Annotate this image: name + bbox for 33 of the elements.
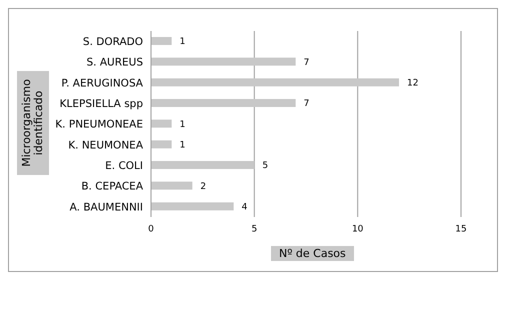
bar	[151, 202, 234, 210]
y-tick-label: A. BAUMENNII	[70, 201, 143, 214]
data-label: 5	[262, 161, 268, 172]
data-label: 2	[200, 182, 206, 192]
y-axis-title: Microorganismo identificado	[20, 79, 45, 167]
data-label: 1	[180, 120, 186, 130]
x-tick-label: 0	[148, 224, 154, 234]
data-label: 7	[304, 99, 310, 110]
y-tick-label: K. PNEUMONEAE	[55, 118, 143, 131]
y-tick-label: B. CEPACEA	[81, 180, 144, 193]
bar	[151, 161, 254, 169]
x-tick-label: 15	[455, 224, 467, 234]
bar	[151, 182, 192, 190]
y-tick-label: K. NEUMONEA	[68, 139, 144, 152]
data-label: 1	[180, 140, 186, 151]
bar	[151, 140, 172, 148]
y-tick-label: E. COLI	[105, 160, 143, 172]
y-tick-label: P. AERUGINOSA	[61, 77, 144, 90]
y-tick-label: S. DORADO	[82, 36, 143, 48]
x-tick-label: 5	[251, 224, 258, 234]
data-label: 1	[180, 37, 186, 48]
bar	[151, 37, 172, 45]
bar	[151, 99, 296, 107]
x-tick-label: 10	[352, 224, 364, 234]
data-label: 7	[304, 58, 310, 68]
bar	[151, 120, 172, 128]
bar	[151, 78, 399, 86]
y-tick-label: KLEPSIELLA spp	[60, 98, 144, 110]
data-label: 4	[242, 202, 248, 213]
x-axis-title: Nº de Casos	[271, 246, 354, 261]
y-tick-label: S. AUREUS	[86, 56, 144, 69]
data-label: 12	[407, 78, 418, 89]
bar	[151, 58, 296, 66]
